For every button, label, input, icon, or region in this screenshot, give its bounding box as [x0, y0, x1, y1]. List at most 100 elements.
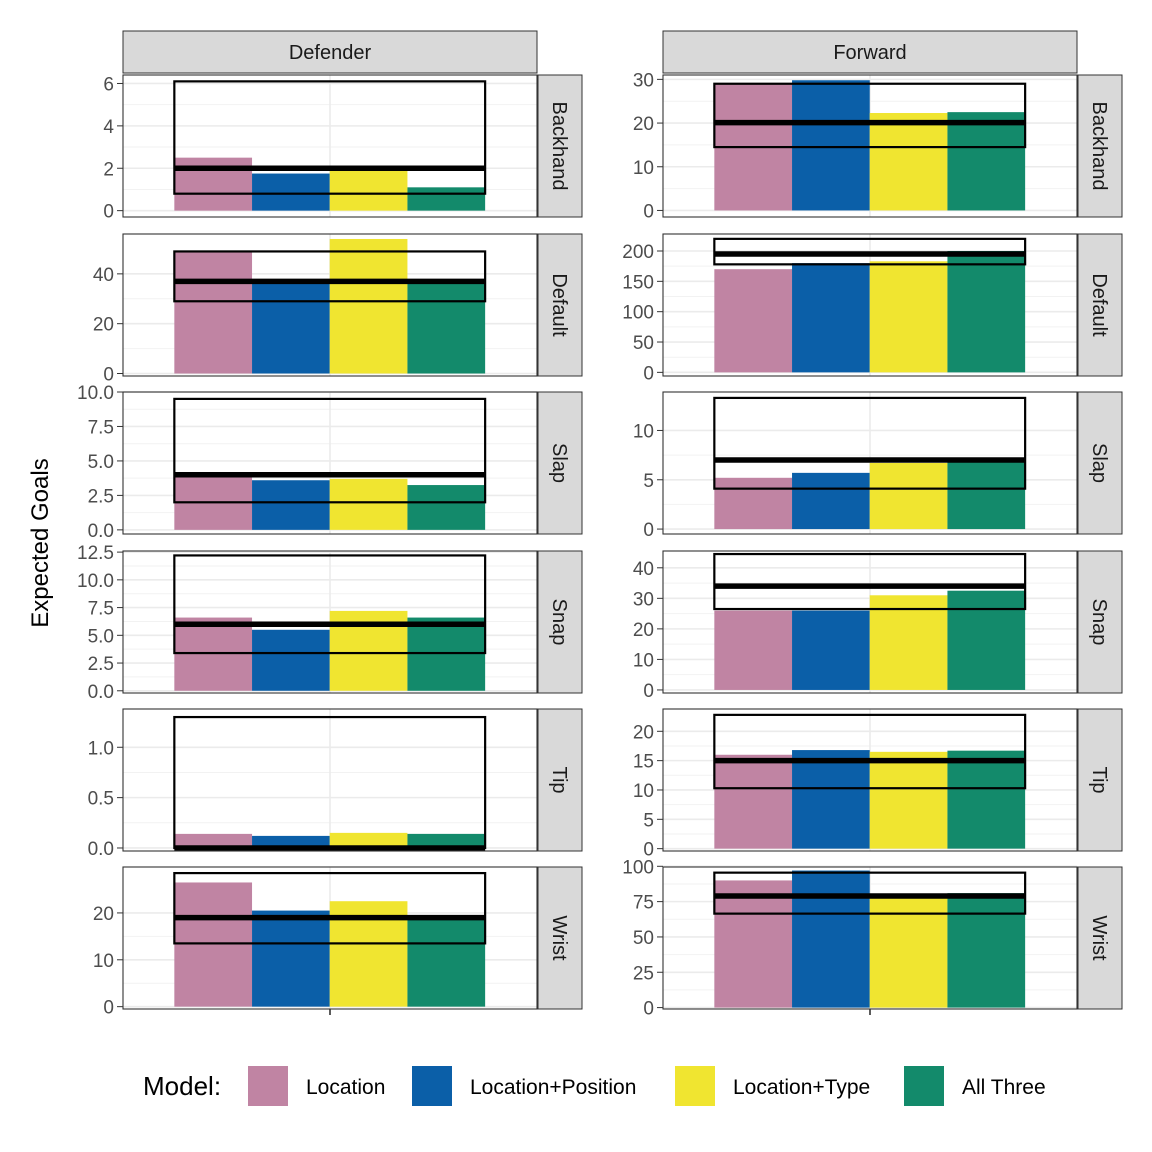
y-tick-label-forward-default: 50 — [633, 333, 654, 354]
panel-forward-slap: 0 5 10 — [633, 391, 1078, 541]
bar-forward-slap-all-three — [947, 461, 1026, 530]
interval-box-defender-backhand — [173, 80, 487, 195]
panel-border-forward-backhand — [662, 74, 1078, 218]
y-tick-label-defender-slap: 5.0 — [88, 452, 114, 473]
y-tick-label-forward-slap: 0 — [643, 520, 654, 541]
y-tick-label-forward-default: 200 — [622, 242, 654, 263]
bar-defender-wrist-all-three — [407, 917, 486, 1007]
bar-defender-slap-all-three — [407, 485, 486, 530]
panel-forward-wrist: 0 25 50 75 100 — [622, 857, 1078, 1020]
panel-defender-default: 0 20 40 — [93, 233, 538, 386]
row-strip-forward-slap — [1077, 391, 1123, 535]
y-tick-label-defender-tip: 1.0 — [88, 738, 114, 759]
row-strip-forward-snap — [1077, 550, 1123, 694]
panel-border-forward-tip — [662, 708, 1078, 852]
legend-key-all-three — [904, 1066, 944, 1106]
y-tick-label-forward-snap: 10 — [633, 650, 654, 671]
y-tick-label-forward-slap: 10 — [633, 421, 654, 442]
interval-box-defender-snap — [173, 554, 487, 655]
row-strip-forward-tip — [1077, 708, 1123, 852]
y-tick-label-defender-tip: 0.0 — [88, 839, 114, 860]
interval-box-defender-slap — [173, 397, 487, 504]
y-tick-label-defender-snap: 2.5 — [88, 654, 114, 675]
bar-forward-tip-all-three — [947, 750, 1026, 849]
row-label-defender-wrist: Wrist — [548, 915, 570, 961]
bar-forward-default-all-three — [947, 250, 1026, 373]
bar-defender-wrist-location-position — [252, 910, 330, 1007]
y-tick-label-forward-tip: 10 — [633, 781, 654, 802]
panel-forward-default: 0 50 100 150 200 — [622, 233, 1078, 384]
row-label-forward-tip: Tip — [1088, 766, 1110, 793]
column-strip-forward — [662, 30, 1078, 74]
y-tick-label-forward-backhand: 30 — [633, 70, 654, 91]
bar-defender-default-location-position — [252, 280, 330, 374]
panel-defender-snap: 0.0 2.5 5.0 7.5 10.0 12.5 — [77, 543, 538, 703]
panel-defender-slap: 0.0 2.5 5.0 7.5 10.0 — [77, 383, 538, 542]
interval-box-defender-default — [173, 250, 487, 303]
y-tick-label-forward-wrist: 50 — [633, 928, 654, 949]
y-tick-label-defender-default: 0 — [103, 365, 114, 386]
bar-forward-slap-location-type — [869, 463, 948, 530]
bar-defender-slap-location-type — [329, 478, 408, 530]
panel-border-defender-backhand — [122, 74, 538, 218]
legend-key-location — [248, 1066, 288, 1106]
bar-forward-tip-location-position — [792, 750, 870, 849]
panel-forward-backhand: 0 10 20 30 — [633, 70, 1078, 222]
y-tick-label-forward-wrist: 0 — [643, 999, 654, 1020]
y-tick-label-forward-tip: 20 — [633, 722, 654, 743]
row-strip-forward-default — [1077, 233, 1123, 377]
legend-key-location-type — [675, 1066, 715, 1106]
bar-forward-wrist-location-type — [869, 894, 948, 1008]
row-strip-defender-wrist — [537, 866, 583, 1010]
y-tick-label-defender-wrist: 10 — [93, 951, 114, 972]
legend-label-location-type: Location+Type — [733, 1076, 870, 1099]
y-tick-label-forward-default: 0 — [643, 363, 654, 384]
bar-defender-tip-location — [174, 833, 253, 848]
interval-box-forward-snap — [713, 552, 1027, 611]
column-label-forward: Forward — [833, 42, 906, 64]
panel-forward-tip: 0 5 10 15 20 — [633, 708, 1078, 861]
panel-border-defender-default — [122, 233, 538, 377]
y-tick-label-defender-snap: 10.0 — [77, 571, 114, 592]
bar-forward-wrist-location — [714, 880, 793, 1008]
panel-border-defender-tip — [122, 708, 538, 852]
y-tick-label-defender-slap: 7.5 — [88, 417, 114, 438]
bar-defender-wrist-location — [174, 882, 253, 1007]
bar-defender-backhand-location-type — [329, 170, 408, 211]
interval-box-forward-tip — [713, 713, 1027, 790]
y-tick-label-defender-backhand: 0 — [103, 202, 114, 223]
panel-border-forward-default — [662, 233, 1078, 377]
bar-defender-snap-all-three — [407, 617, 486, 691]
row-strip-defender-default — [537, 233, 583, 377]
y-tick-label-forward-wrist: 75 — [633, 893, 654, 914]
bar-forward-wrist-location-position — [792, 870, 870, 1008]
y-tick-label-forward-default: 150 — [622, 272, 654, 293]
interval-box-defender-wrist — [173, 871, 487, 945]
bar-defender-default-all-three — [407, 280, 486, 374]
bar-defender-default-location — [174, 251, 253, 374]
y-tick-label-defender-wrist: 0 — [103, 998, 114, 1019]
interval-box-forward-wrist — [713, 871, 1027, 915]
y-tick-label-defender-slap: 2.5 — [88, 486, 114, 507]
interval-box-forward-slap — [713, 396, 1027, 490]
panel-defender-tip: 0.0 0.5 1.0 — [88, 708, 538, 860]
bar-forward-backhand-location-position — [792, 80, 870, 211]
row-label-defender-slap: Slap — [548, 443, 570, 483]
bar-defender-backhand-location-position — [252, 173, 330, 211]
row-label-forward-backhand: Backhand — [1088, 102, 1110, 191]
bar-defender-snap-location — [174, 617, 253, 691]
legend-label-location-position: Location+Position — [470, 1076, 636, 1099]
bar-forward-backhand-all-three — [947, 112, 1026, 211]
y-tick-label-forward-backhand: 0 — [643, 201, 654, 222]
panel-defender-wrist: 0 10 20 — [93, 866, 538, 1019]
row-label-defender-tip: Tip — [548, 766, 570, 793]
bar-defender-tip-location-type — [329, 832, 408, 848]
row-strip-defender-slap — [537, 391, 583, 535]
y-tick-label-forward-snap: 20 — [633, 620, 654, 641]
bar-forward-tip-location — [714, 754, 793, 849]
y-tick-label-forward-backhand: 20 — [633, 114, 654, 135]
y-tick-label-forward-tip: 5 — [643, 810, 654, 831]
y-tick-label-defender-wrist: 20 — [93, 904, 114, 925]
bar-forward-slap-location — [714, 477, 793, 530]
bar-forward-default-location-type — [869, 261, 948, 373]
